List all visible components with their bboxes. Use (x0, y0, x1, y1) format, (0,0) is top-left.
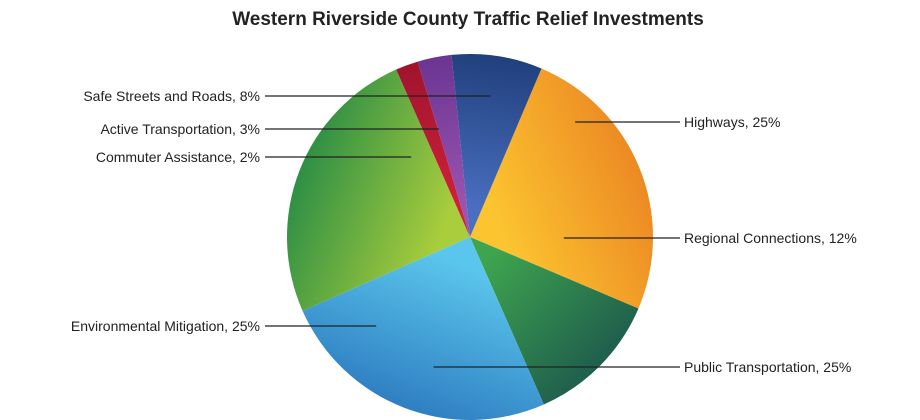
pie-slice-1 (470, 237, 639, 405)
pie-slice-5 (417, 54, 470, 237)
slice-label-3: Environmental Mitigation, 25% (71, 318, 260, 334)
slice-label-1: Regional Connections, 12% (684, 230, 857, 246)
slice-label-6: Safe Streets and Roads, 8% (83, 88, 260, 104)
pie-slice-6 (451, 53, 542, 237)
slice-labels: Highways, 25% Regional Connections, 12% Pu… (71, 88, 857, 375)
chart-title: Western Riverside County Traffic Relief … (232, 9, 704, 30)
pie-slice-2 (302, 237, 544, 420)
pie-slice-0 (470, 68, 653, 309)
pie-slice-4 (396, 61, 470, 237)
pie-slice-3 (287, 69, 470, 311)
slice-label-5: Active Transportation, 3% (100, 121, 260, 137)
pie-slices (287, 53, 653, 420)
slice-label-4: Commuter Assistance, 2% (96, 149, 260, 165)
leader-lines (265, 95, 680, 368)
slice-label-2: Public Transportation, 25% (684, 359, 851, 375)
slice-label-0: Highways, 25% (684, 114, 781, 130)
